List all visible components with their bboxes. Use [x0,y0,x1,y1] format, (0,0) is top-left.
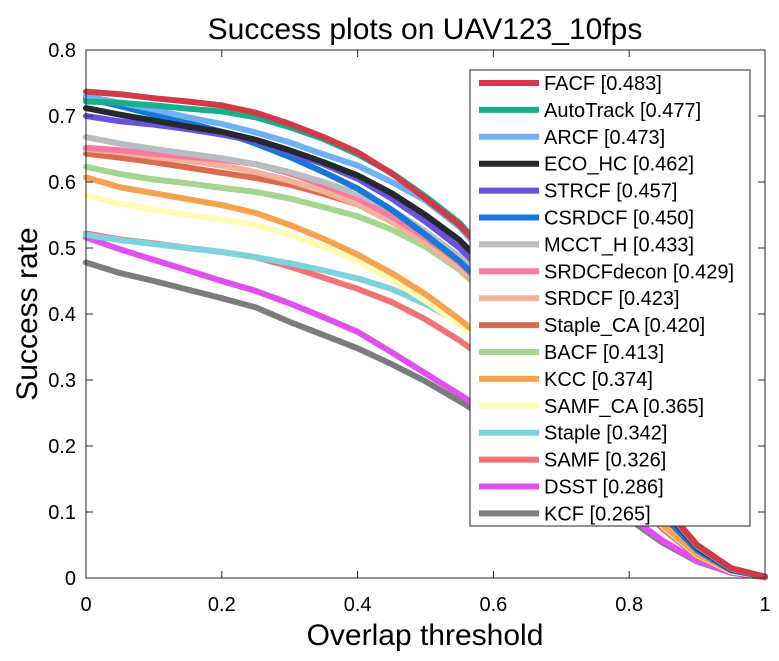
legend-label-14: SAMF [0.326] [544,450,666,472]
legend-label-16: KCF [0.265] [544,503,651,525]
x-tick-label: 1 [759,594,770,616]
x-tick-label: 0.6 [479,594,507,616]
y-tick-label: 0.5 [48,238,76,260]
legend-label-9: Staple_CA [0.420] [544,315,705,337]
y-tick-label: 0.7 [48,106,76,128]
y-tick-label: 0.1 [48,502,76,524]
legend-label-13: Staple [0.342] [544,423,667,445]
y-tick-label: 0.3 [48,370,76,392]
y-tick-label: 0.2 [48,436,76,458]
y-tick-label: 0.6 [48,172,76,194]
y-axis-label: Success rate [11,227,44,400]
legend-label-4: STRCF [0.457] [544,181,677,203]
legend-label-1: AutoTrack [0.477] [544,100,701,122]
legend-label-10: BACF [0.413] [544,342,664,364]
series-line-15 [83,234,768,581]
ticks-layer: 0 0.2 0.4 0.6 0.8 1 0 0.1 0.2 0.3 0.4 0.5 0.6 0.7 0.8 [48,40,770,616]
x-tick-label: 0.8 [615,594,643,616]
x-tick-label: 0 [80,594,91,616]
chart-title: Success plots on UAV123_10fps [208,13,643,46]
y-tick-label: 0.8 [48,40,76,62]
legend-label-11: KCC [0.374] [544,369,653,391]
y-tick-label: 0.4 [48,304,76,326]
legend-label-2: ARCF [0.473] [544,127,665,149]
legend-label-5: CSRDCF [0.450] [544,208,694,230]
legend-label-0: FACF [0.483] [544,73,662,95]
legend-label-6: MCCT_H [0.433] [544,234,694,256]
legend-label-15: DSST [0.286] [544,477,664,499]
x-axis-label: Overlap threshold [307,619,544,652]
y-tick-label: 0 [65,568,76,590]
legend-label-3: ECO_HC [0.462] [544,154,694,176]
x-tick-label: 0.4 [344,594,372,616]
legend: FACF [0.483] AutoTrack [0.477] ARCF [0.473… [469,69,751,527]
legend-label-8: SRDCF [0.423] [544,288,680,310]
legend-label-7: SRDCFdecon [0.429] [544,261,734,283]
legend-label-12: SAMF_CA [0.365] [544,396,704,418]
x-tick-label: 0.2 [208,594,236,616]
